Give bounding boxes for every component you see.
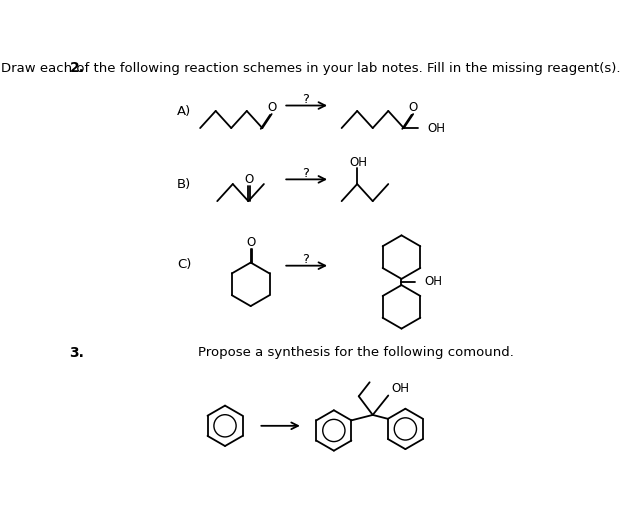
Text: C): C) [177,258,191,271]
Text: O: O [247,236,256,249]
Text: O: O [409,102,418,114]
Text: B): B) [177,178,191,191]
Text: 3.: 3. [70,346,84,360]
Text: OH: OH [391,382,409,395]
Text: Propose a synthesis for the following comound.: Propose a synthesis for the following co… [198,346,514,359]
Text: OH: OH [349,156,367,169]
Text: O: O [267,102,276,114]
Text: ?: ? [302,167,309,180]
Text: O: O [245,173,254,186]
Text: Draw each of the following reaction schemes in your lab notes. Fill in the missi: Draw each of the following reaction sche… [1,62,620,75]
Text: ?: ? [302,93,309,106]
Text: 2.: 2. [70,61,84,75]
Text: ?: ? [302,253,309,266]
Text: OH: OH [425,276,443,288]
Text: A): A) [177,105,191,118]
Text: OH: OH [427,122,445,135]
